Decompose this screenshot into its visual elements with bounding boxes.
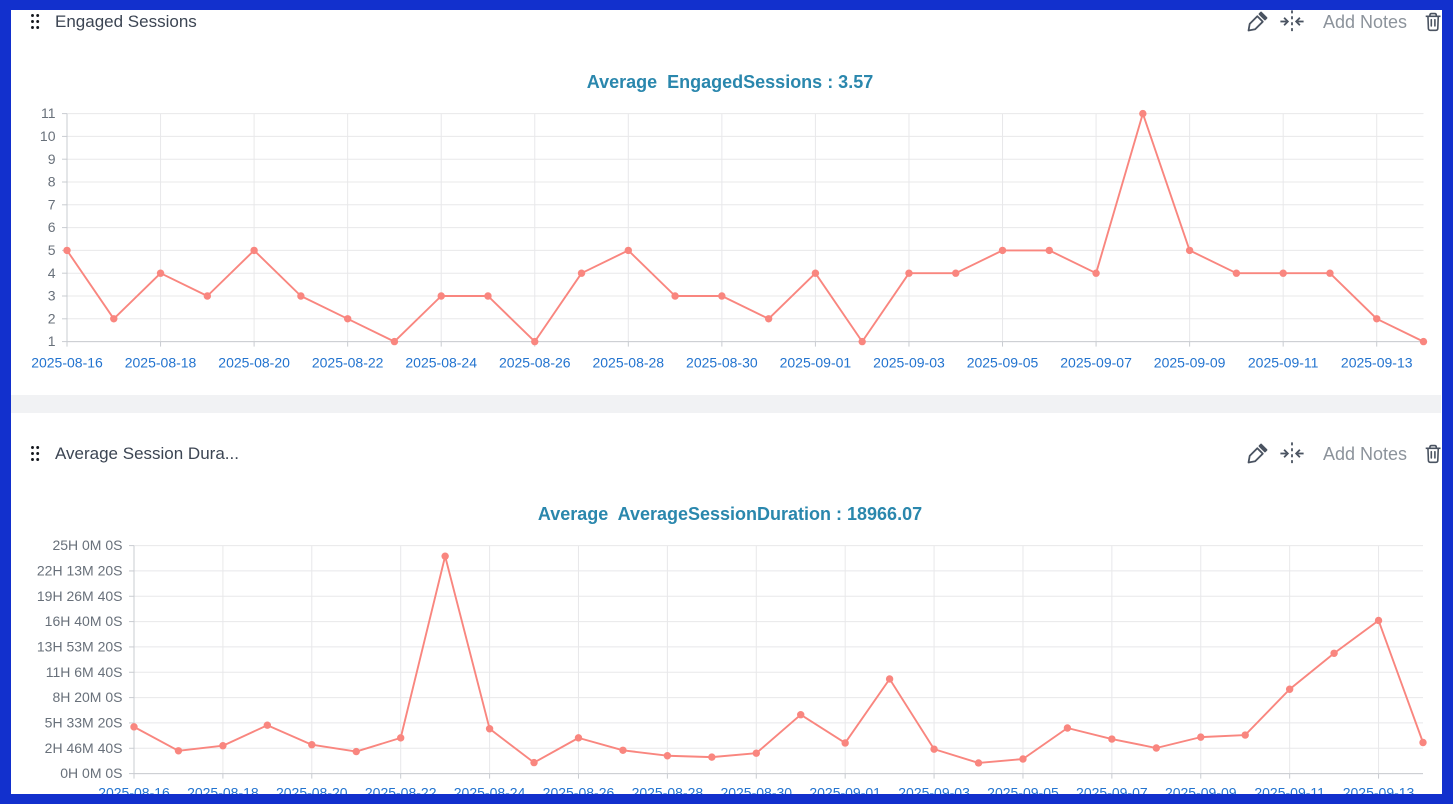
svg-text:5H 33M 20S: 5H 33M 20S [45, 715, 123, 731]
svg-text:2025-08-28: 2025-08-28 [592, 355, 664, 371]
svg-text:2025-08-18: 2025-08-18 [187, 785, 259, 795]
svg-text:2025-09-09: 2025-09-09 [1154, 355, 1226, 371]
svg-text:8: 8 [48, 174, 56, 190]
svg-text:2025-09-13: 2025-09-13 [1343, 785, 1415, 795]
svg-text:2025-08-18: 2025-08-18 [125, 355, 197, 371]
svg-text:11H 6M 40S: 11H 6M 40S [46, 664, 123, 680]
svg-text:2025-08-28: 2025-08-28 [632, 785, 704, 795]
svg-text:2: 2 [48, 310, 56, 326]
svg-text:2025-08-24: 2025-08-24 [454, 785, 526, 795]
svg-text:25H 0M 0S: 25H 0M 0S [52, 537, 122, 553]
svg-text:2025-08-26: 2025-08-26 [543, 785, 615, 795]
svg-text:0H 0M 0S: 0H 0M 0S [60, 765, 122, 781]
svg-text:2025-08-22: 2025-08-22 [365, 785, 437, 795]
svg-text:2025-08-20: 2025-08-20 [218, 355, 290, 371]
svg-text:2025-08-16: 2025-08-16 [31, 355, 103, 371]
svg-text:1: 1 [48, 333, 56, 349]
svg-text:2025-08-16: 2025-08-16 [98, 785, 170, 795]
svg-text:22H 13M 20S: 22H 13M 20S [37, 563, 123, 579]
svg-text:2025-09-03: 2025-09-03 [873, 355, 945, 371]
svg-text:2025-09-09: 2025-09-09 [1165, 785, 1237, 795]
svg-text:2025-08-26: 2025-08-26 [499, 355, 571, 371]
svg-text:2025-09-07: 2025-09-07 [1076, 785, 1148, 795]
svg-text:19H 26M 40S: 19H 26M 40S [37, 588, 123, 604]
svg-text:4: 4 [48, 265, 56, 281]
svg-text:2025-08-22: 2025-08-22 [312, 355, 384, 371]
svg-text:10: 10 [40, 128, 56, 144]
svg-text:9: 9 [48, 151, 56, 167]
svg-text:6: 6 [48, 219, 56, 235]
svg-text:2025-09-11: 2025-09-11 [1254, 785, 1325, 795]
svg-text:2025-09-05: 2025-09-05 [967, 355, 1039, 371]
svg-text:2025-08-30: 2025-08-30 [686, 355, 758, 371]
svg-text:2025-09-01: 2025-09-01 [780, 355, 852, 371]
svg-text:2025-08-20: 2025-08-20 [276, 785, 348, 795]
svg-text:2H 46M 40S: 2H 46M 40S [45, 740, 123, 756]
svg-text:2025-09-11: 2025-09-11 [1248, 355, 1319, 371]
svg-text:16H 40M 0S: 16H 40M 0S [45, 613, 123, 629]
svg-text:2025-08-24: 2025-08-24 [405, 355, 477, 371]
svg-text:11: 11 [41, 105, 56, 121]
svg-text:2025-09-07: 2025-09-07 [1060, 355, 1132, 371]
svg-text:13H 53M 20S: 13H 53M 20S [37, 639, 123, 655]
svg-text:2025-09-13: 2025-09-13 [1341, 355, 1413, 371]
svg-text:8H 20M 0S: 8H 20M 0S [52, 689, 122, 705]
svg-text:2025-09-01: 2025-09-01 [809, 785, 881, 795]
svg-text:3: 3 [48, 288, 56, 304]
svg-text:2025-09-03: 2025-09-03 [898, 785, 970, 795]
svg-text:5: 5 [48, 242, 56, 258]
svg-text:2025-08-30: 2025-08-30 [720, 785, 792, 795]
svg-text:2025-09-05: 2025-09-05 [987, 785, 1059, 795]
svg-text:7: 7 [48, 196, 56, 212]
